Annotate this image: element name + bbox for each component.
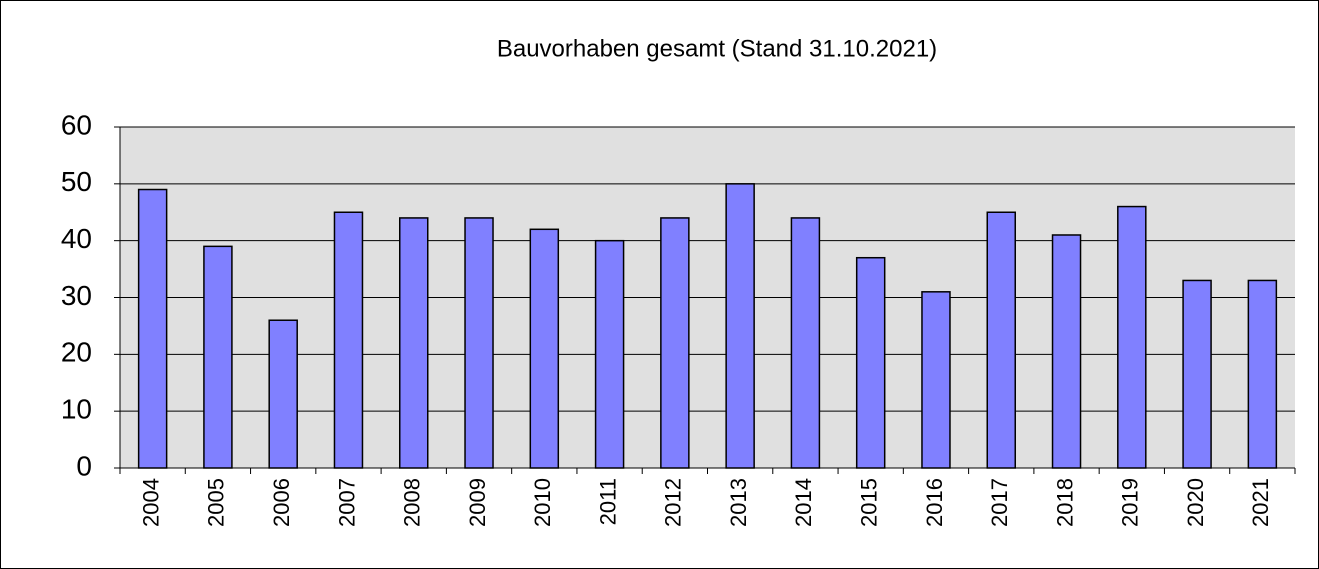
- y-tick-label: 20: [61, 337, 92, 368]
- x-tick-label: 2019: [1118, 478, 1143, 527]
- chart-title: Bauvorhaben gesamt (Stand 31.10.2021): [497, 35, 937, 62]
- x-tick-label: 2016: [922, 478, 947, 527]
- x-tick-label: 2020: [1183, 478, 1208, 527]
- bar: [594, 239, 625, 469]
- bar: [464, 217, 494, 469]
- bar: [268, 319, 298, 469]
- x-tick-label: 2009: [465, 478, 490, 527]
- bar: [660, 217, 690, 469]
- bar: [203, 245, 233, 469]
- x-tick-label: 2005: [204, 478, 229, 527]
- bar: [921, 291, 951, 469]
- bar: [1182, 279, 1212, 469]
- x-tick-label: 2004: [138, 478, 163, 527]
- x-tick-label: 2007: [334, 478, 359, 527]
- y-tick-label: 40: [61, 223, 92, 254]
- x-tick-label: 2018: [1052, 478, 1077, 527]
- bar: [1247, 279, 1278, 469]
- bar: [1051, 234, 1082, 469]
- bar: [790, 217, 821, 469]
- bar: [725, 183, 755, 469]
- bar: [855, 256, 886, 469]
- y-tick-label: 10: [61, 394, 92, 425]
- x-tick-label: 2014: [791, 478, 816, 527]
- x-tick-label: 2006: [269, 478, 294, 527]
- x-tick-label: 2012: [661, 478, 686, 527]
- bar: [986, 211, 1016, 469]
- bar: [1117, 205, 1147, 469]
- x-tick-label: 2008: [400, 478, 425, 527]
- x-tick-label: 2017: [987, 478, 1012, 527]
- x-tick-label: 2010: [530, 478, 555, 527]
- x-tick-label: 2011: [595, 478, 620, 525]
- bar: [137, 188, 168, 469]
- bar: [529, 228, 560, 469]
- y-tick-label: 50: [61, 166, 92, 197]
- bar: [333, 211, 364, 469]
- y-tick-label: 60: [61, 109, 92, 140]
- x-tick-label: 2013: [726, 478, 751, 527]
- x-tick-label: 2015: [857, 478, 882, 527]
- y-tick-label: 0: [76, 450, 92, 481]
- bar: [399, 217, 429, 469]
- x-tick-label: 2021: [1248, 478, 1273, 527]
- y-tick-label: 30: [61, 280, 92, 311]
